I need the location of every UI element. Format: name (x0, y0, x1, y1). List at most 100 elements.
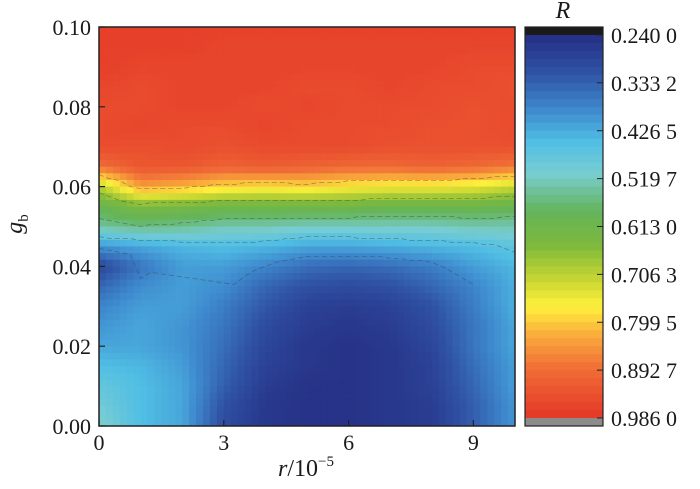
heatmap-cell (182, 299, 190, 307)
heatmap-cell (196, 346, 204, 354)
heatmap-cell (300, 286, 308, 294)
heatmap-cell (376, 406, 384, 414)
heatmap-cell (466, 419, 474, 426)
heatmap-cell (362, 306, 370, 314)
heatmap-cell (279, 160, 287, 168)
heatmap-cell (175, 113, 183, 121)
heatmap-cell (466, 53, 474, 61)
heatmap-cell (286, 213, 294, 221)
heatmap-cell (196, 219, 204, 228)
heatmap-cell (445, 146, 454, 154)
heatmap-cell (362, 173, 370, 181)
heatmap-cell (133, 53, 142, 61)
heatmap-cell (341, 46, 350, 55)
heatmap-cell (320, 120, 329, 128)
heatmap-cell (473, 106, 481, 115)
heatmap-cell (286, 40, 294, 48)
heatmap-cell (258, 40, 266, 48)
heatmap-cell (286, 100, 294, 108)
heatmap-cell (293, 153, 301, 161)
heatmap-cell (140, 259, 149, 267)
heatmap-cell (189, 399, 197, 407)
heatmap-cell (272, 113, 280, 121)
heatmap-cell (286, 93, 294, 101)
heatmap-cell (182, 160, 190, 168)
heatmap-cell (140, 359, 149, 367)
heatmap-cell (438, 73, 447, 81)
heatmap-cell (473, 359, 481, 367)
heatmap-cell (168, 186, 176, 194)
heatmap-cell (189, 53, 197, 61)
heatmap-cell (175, 372, 183, 381)
heatmap-cell (466, 399, 474, 407)
heatmap-cell (140, 153, 149, 161)
heatmap-cell (307, 146, 315, 154)
heatmap-cell (133, 193, 142, 201)
heatmap-cell (147, 412, 156, 420)
heatmap-cell (119, 66, 128, 75)
heatmap-cell (348, 146, 357, 154)
heatmap-cell (112, 80, 121, 88)
heatmap-cell (258, 339, 266, 347)
heatmap-cell (404, 93, 412, 101)
heatmap-cell (230, 346, 239, 354)
heatmap-cell (203, 306, 211, 314)
heatmap-cell (265, 46, 273, 55)
heatmap-cell (313, 153, 322, 161)
heatmap-cell (140, 166, 149, 174)
heatmap-cell (209, 186, 218, 194)
heatmap-cell (445, 186, 454, 194)
heatmap-cell (452, 233, 461, 241)
heatmap-cell (168, 319, 176, 327)
heatmap-cell (258, 332, 266, 341)
heatmap-cell (397, 399, 405, 407)
heatmap-cell (397, 339, 405, 347)
heatmap-cell (112, 206, 121, 214)
heatmap-cell (126, 332, 135, 341)
heatmap-cell (112, 392, 121, 400)
heatmap-cell (494, 366, 502, 374)
heatmap-cell (466, 352, 474, 361)
heatmap-cell (390, 126, 398, 134)
heatmap-cell (424, 399, 433, 407)
heatmap-cell (119, 239, 128, 248)
heatmap-cell (105, 80, 114, 88)
heatmap-cell (209, 126, 218, 134)
heatmap-cell (431, 53, 440, 61)
heatmap-cell (494, 386, 502, 394)
heatmap-cell (237, 100, 246, 108)
heatmap-cell (327, 160, 336, 168)
heatmap-cell (203, 412, 211, 420)
heatmap-cell (466, 259, 474, 267)
heatmap-cell (112, 113, 121, 121)
heatmap-cell (209, 120, 218, 128)
heatmap-cell (445, 332, 454, 341)
heatmap-cell (466, 66, 474, 75)
heatmap-cell (223, 93, 232, 101)
heatmap-cell (112, 53, 121, 61)
heatmap-cell (369, 319, 377, 327)
heatmap-cell (140, 140, 149, 148)
heatmap-cell (237, 120, 246, 128)
heatmap-cell (466, 372, 474, 381)
heatmap-cell (168, 93, 176, 101)
heatmap-cell (369, 199, 377, 208)
heatmap-cell (203, 286, 211, 294)
heatmap-cell (223, 366, 232, 374)
heatmap-cell (397, 93, 405, 101)
heatmap-cell (411, 146, 419, 154)
heatmap-cell (209, 166, 218, 174)
heatmap-cell (307, 126, 315, 134)
heatmap-cell (390, 46, 398, 55)
heatmap-cell (411, 273, 419, 281)
heatmap-cell (466, 73, 474, 81)
heatmap-cell (404, 40, 412, 48)
heatmap-cell (480, 386, 488, 394)
heatmap-cell (480, 293, 488, 301)
heatmap-cell (431, 332, 440, 341)
heatmap-cell (327, 73, 336, 81)
heatmap-cell (286, 166, 294, 174)
heatmap-cell (341, 219, 350, 228)
heatmap-cell (348, 33, 357, 41)
heatmap-cell (404, 226, 412, 234)
